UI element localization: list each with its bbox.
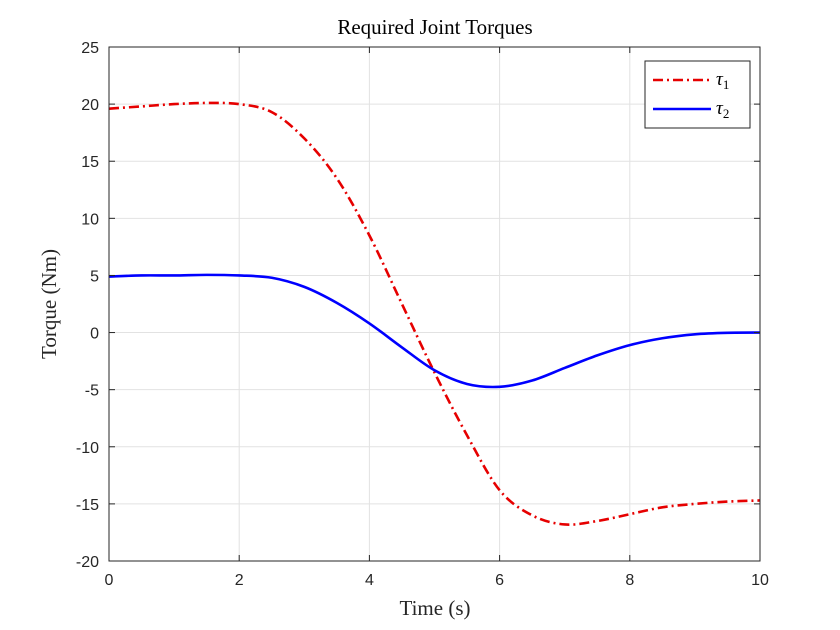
- y-tick-label: 25: [81, 40, 99, 57]
- plot-background: [109, 47, 760, 561]
- x-tick-label: 6: [495, 572, 504, 589]
- chart-title: Required Joint Torques: [337, 15, 532, 39]
- x-tick-label: 10: [751, 572, 769, 589]
- y-tick-label: -20: [76, 554, 99, 571]
- series-line-1: [108, 101, 761, 526]
- y-tick-label: 15: [81, 154, 99, 171]
- y-tick-label: -10: [76, 440, 99, 457]
- y-axis-title: Torque (Nm): [37, 249, 61, 359]
- x-tick-label: 0: [105, 572, 114, 589]
- plot-area: 0 2 4 6 8 10 -20 -15 -10 -5 0 5 10 15 20 25: [76, 40, 769, 589]
- legend-label-2: τ2: [716, 98, 729, 121]
- y-tick-label: -5: [85, 383, 99, 400]
- y-tick-label: 5: [90, 268, 99, 285]
- y-tick-label: 20: [81, 97, 99, 114]
- legend-box: [644, 60, 751, 129]
- legend-label-1: τ1: [716, 69, 729, 92]
- y-tick-label: -15: [76, 497, 99, 514]
- x-tick-label: 8: [625, 572, 634, 589]
- x-tick-label: 2: [235, 572, 244, 589]
- x-tick-label: 4: [365, 572, 374, 589]
- y-tick-label: 0: [90, 326, 99, 343]
- y-tick-label: 10: [81, 211, 99, 228]
- x-axis-title: Time (s): [400, 596, 471, 620]
- axes-box: [108, 46, 761, 562]
- series-line-2: [108, 273, 761, 389]
